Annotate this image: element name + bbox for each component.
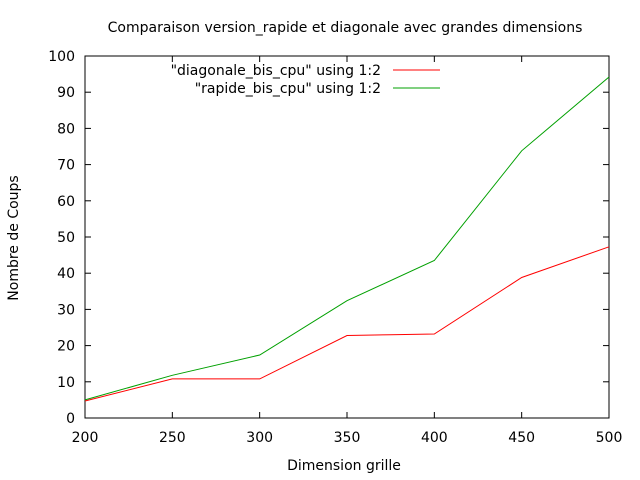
plot-frame (84, 55, 610, 419)
x-tick-label: 300 (246, 430, 273, 446)
y-tick-label: 50 (57, 230, 75, 246)
x-axis-label: Dimension grille (287, 458, 401, 474)
y-tick-label: 80 (57, 121, 75, 137)
chart-title: Comparaison version_rapide et diagonale … (108, 20, 583, 36)
x-tick-label: 200 (72, 430, 99, 446)
y-tick-label: 90 (57, 85, 75, 101)
y-tick-label: 30 (57, 302, 75, 318)
y-tick-label: 70 (57, 158, 75, 174)
y-tick-label: 10 (57, 375, 75, 391)
x-tick-label: 450 (508, 430, 535, 446)
legend-label-0: "diagonale_bis_cpu" using 1:2 (171, 63, 381, 79)
x-tick-label: 500 (596, 430, 623, 446)
y-tick-label: 60 (57, 194, 75, 210)
axis-ticks: 0 10 20 30 40 50 60 70 80 90 100 200 250 300 350 400 450… (48, 49, 622, 446)
x-tick-label: 400 (421, 430, 448, 446)
x-tick-label: 350 (334, 430, 361, 446)
legend-label-1: "rapide_bis_cpu" using 1:2 (195, 81, 381, 97)
series-layer (84, 76, 610, 402)
legend: "diagonale_bis_cpu" using 1:2 "rapide_bis… (171, 63, 440, 97)
x-tick-label: 250 (159, 430, 186, 446)
y-tick-label: 20 (57, 339, 75, 355)
y-axis-label: Nombre de Coups (6, 175, 22, 300)
y-tick-label: 0 (66, 411, 75, 427)
y-tick-label: 40 (57, 266, 75, 282)
series-line-0 (84, 246, 610, 402)
y-tick-label: 100 (48, 49, 75, 65)
series-line-1 (84, 76, 610, 401)
